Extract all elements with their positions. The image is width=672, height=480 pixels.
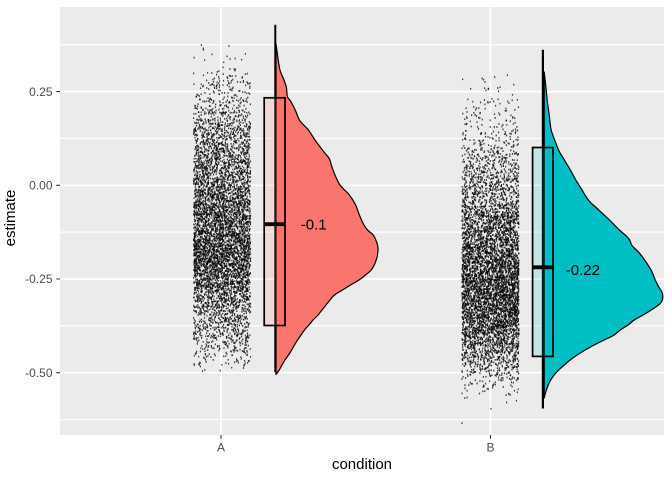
svg-text:-0.50: -0.50: [25, 366, 53, 380]
svg-text:A: A: [217, 441, 225, 455]
svg-text:estimate: estimate: [2, 190, 19, 247]
svg-text:0.00: 0.00: [29, 179, 53, 193]
svg-text:0.25: 0.25: [29, 85, 53, 99]
svg-text:B: B: [486, 441, 494, 455]
svg-text:condition: condition: [332, 456, 392, 473]
svg-text:-0.25: -0.25: [25, 272, 53, 286]
svg-text:-0.1: -0.1: [301, 217, 327, 234]
svg-text:-0.22: -0.22: [566, 262, 600, 279]
